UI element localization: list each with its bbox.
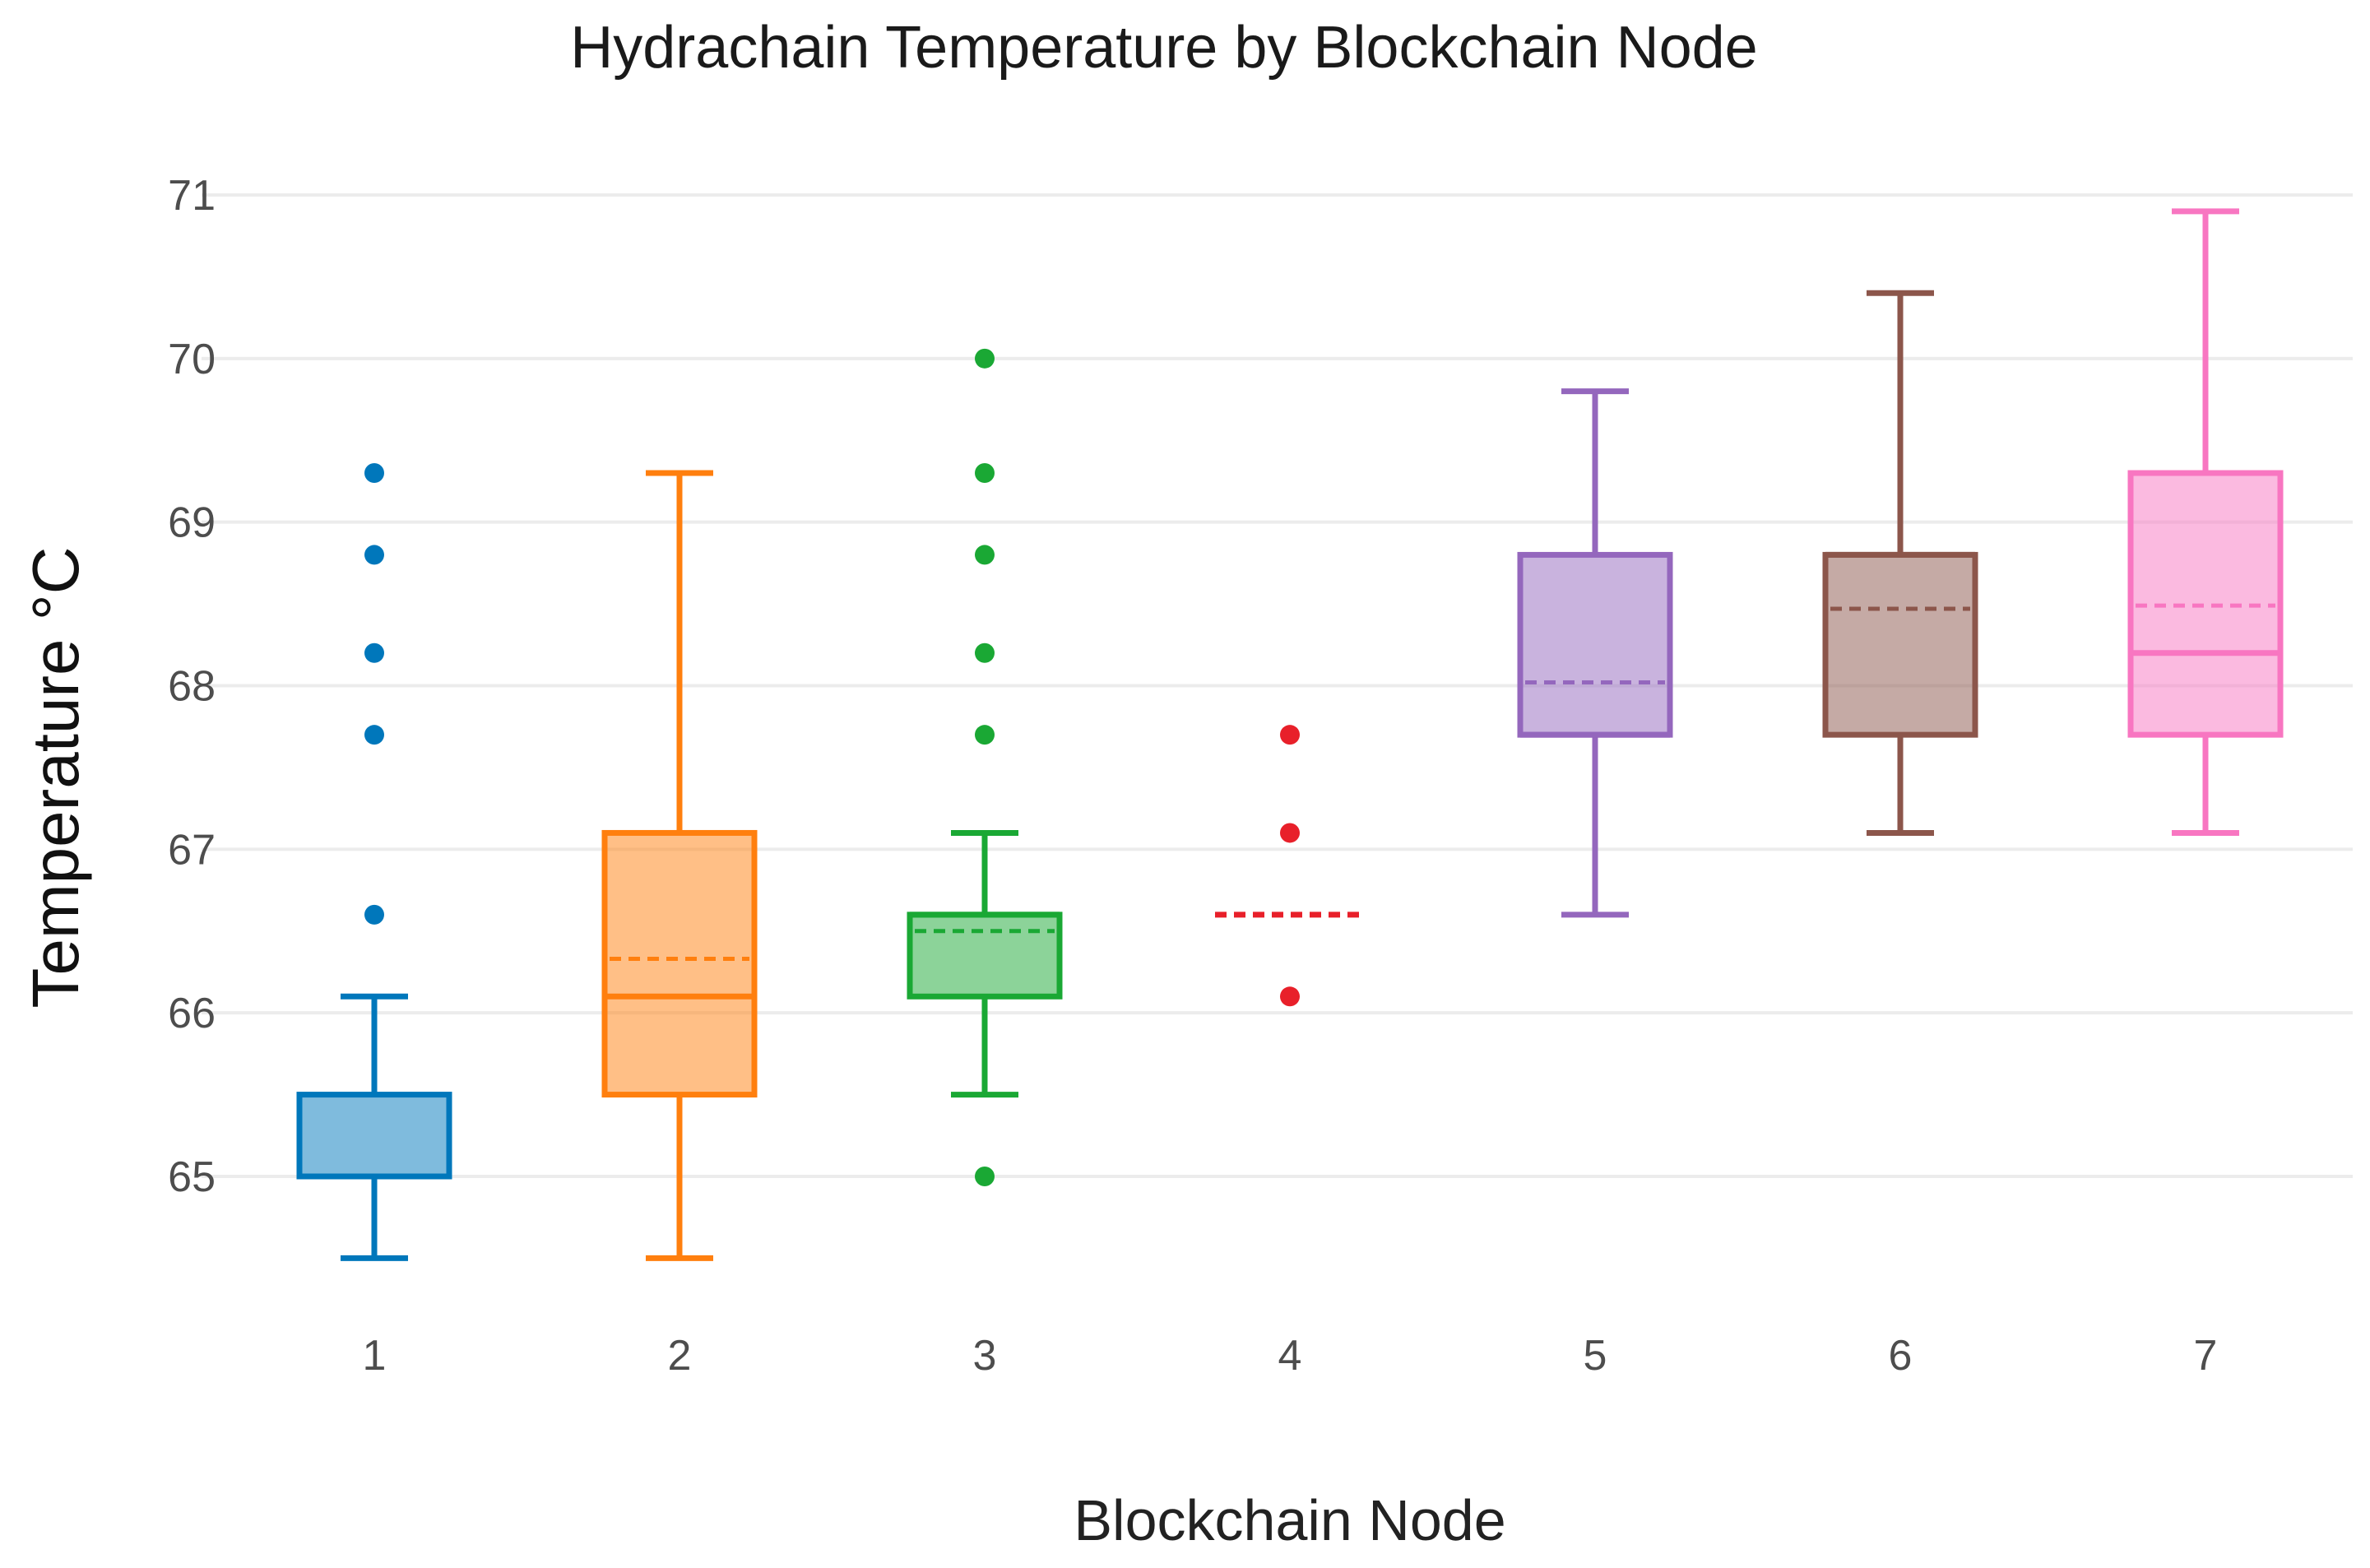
box-group-node-7 [2127, 208, 2284, 836]
iqr-box [907, 912, 1063, 1000]
x-tick-label-3: 3 [973, 1332, 997, 1380]
y-tick-label-68: 68 [168, 663, 216, 711]
outlier-point-5 [975, 463, 995, 484]
y-tick-label-69: 69 [168, 499, 216, 547]
chart-title: Hydrachain Temperature by Blockchain Nod… [570, 15, 1757, 81]
outlier-point-2 [975, 725, 995, 745]
box-group-node-6 [1822, 290, 1978, 836]
outlier-point-4 [364, 545, 384, 565]
iqr-box [296, 1092, 452, 1180]
x-tick-label-7: 7 [2194, 1332, 2218, 1380]
x-tick-labels: 1 2 3 4 5 6 7 [363, 1332, 2218, 1380]
x-tick-label-2: 2 [668, 1332, 692, 1380]
box-group-node-3 [907, 348, 1063, 1186]
y-tick-label-71: 71 [168, 172, 216, 220]
x-tick-label-6: 6 [1889, 1332, 1913, 1380]
iqr-box [1822, 551, 1978, 738]
outlier-point-5 [364, 463, 384, 484]
outlier-point-3 [364, 643, 384, 663]
grid-layer [202, 193, 2353, 1178]
outlier-point-1 [364, 904, 384, 925]
x-tick-label-4: 4 [1278, 1332, 1302, 1380]
outlier-point-3 [975, 643, 995, 663]
outlier-point-2 [364, 725, 384, 745]
y-tick-label-66: 66 [168, 990, 216, 1037]
y-axis-label: Temperature °C [19, 546, 92, 1008]
y-tick-label-70: 70 [168, 336, 216, 383]
outlier-point-1 [1280, 986, 1300, 1007]
x-tick-label-5: 5 [1584, 1332, 1607, 1380]
iqr-box [1517, 551, 1673, 738]
outlier-point-2 [1280, 823, 1300, 843]
outlier-point-6 [975, 348, 995, 369]
box-group-node-4 [1215, 725, 1365, 1007]
box-group-node-5 [1517, 388, 1673, 918]
outlier-point-1 [975, 1167, 995, 1186]
y-tick-label-67: 67 [168, 826, 216, 874]
y-tick-labels: 65 66 67 68 69 70 71 [168, 172, 216, 1201]
outlier-point-3 [1280, 725, 1300, 745]
iqr-box [601, 829, 758, 1098]
outlier-point-4 [975, 545, 995, 565]
box-group-node-1 [296, 463, 452, 1261]
x-tick-label-1: 1 [363, 1332, 387, 1380]
y-tick-label-65: 65 [168, 1153, 216, 1201]
box-group-node-2 [601, 470, 758, 1261]
boxes-layer [296, 208, 2284, 1261]
x-axis-label: Blockchain Node [1074, 1488, 1505, 1552]
